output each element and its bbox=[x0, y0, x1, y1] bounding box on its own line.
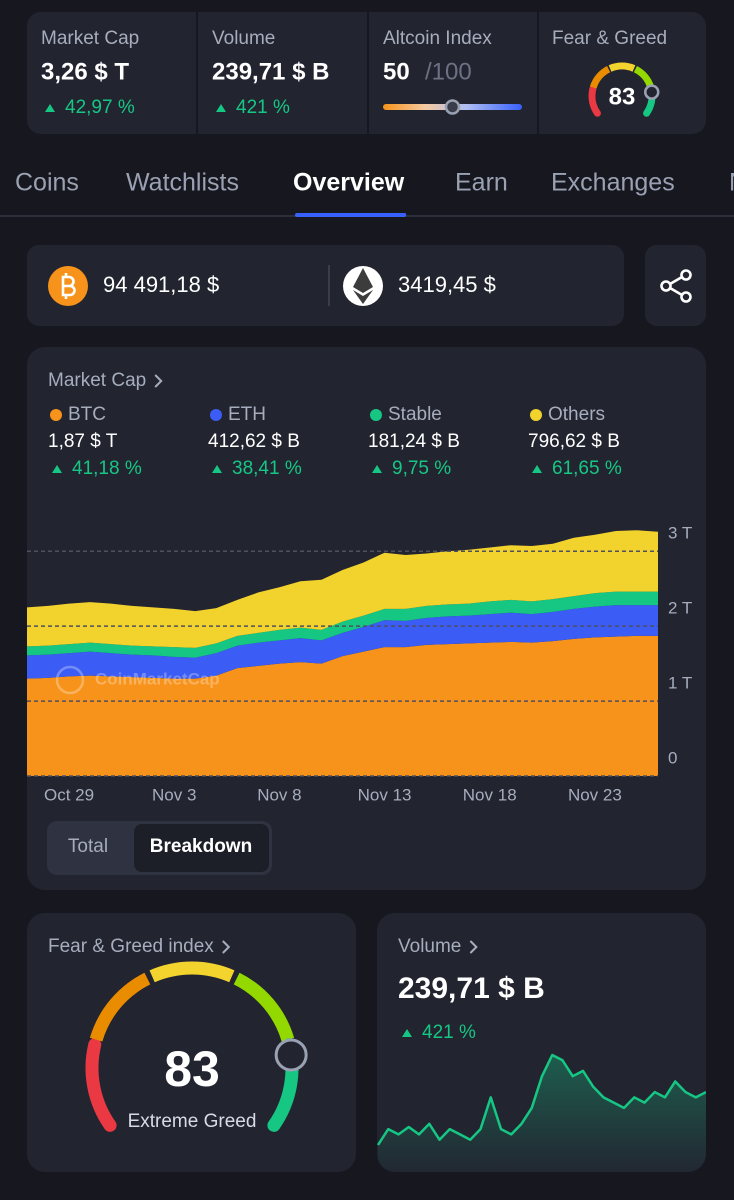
legend-change: 41,18 % bbox=[72, 458, 142, 479]
toggle-active bbox=[134, 824, 269, 872]
card-title[interactable]: Fear & Greed index bbox=[48, 936, 214, 957]
gauge-segment bbox=[588, 85, 601, 117]
sparkline-fill bbox=[378, 1055, 706, 1172]
fear-greed-card bbox=[27, 913, 356, 1172]
tab[interactable]: Overview bbox=[293, 169, 405, 197]
btc-price: 94 491,18 $ bbox=[103, 272, 219, 297]
gauge-label: Extreme Greed bbox=[128, 1111, 257, 1132]
legend-name: ETH bbox=[228, 404, 266, 425]
gauge-segment bbox=[233, 972, 295, 1042]
up-arrow bbox=[45, 104, 55, 112]
legend-value: 1,87 $ T bbox=[48, 431, 118, 452]
legend-swatch bbox=[370, 409, 382, 421]
watermark: CoinMarketCap bbox=[95, 669, 220, 688]
legend-change: 61,65 % bbox=[552, 458, 622, 479]
stat-max: /100 bbox=[425, 58, 472, 85]
toggle-option[interactable]: Breakdown bbox=[150, 836, 252, 857]
area bbox=[27, 530, 658, 648]
chevron bbox=[154, 374, 163, 388]
up-arrow bbox=[212, 465, 222, 473]
y-tick-label: 0 bbox=[668, 748, 677, 767]
toggle-option[interactable]: Total bbox=[68, 836, 108, 857]
stat-label: Altcoin Index bbox=[383, 28, 492, 49]
tab[interactable]: N bbox=[729, 169, 734, 197]
legend-swatch bbox=[530, 409, 542, 421]
x-tick-label: Nov 23 bbox=[568, 785, 622, 804]
legend-value: 412,62 $ B bbox=[208, 431, 300, 452]
gauge-segment bbox=[589, 66, 611, 89]
stat-value: 83 bbox=[609, 83, 636, 110]
x-tick-label: Nov 13 bbox=[358, 785, 412, 804]
y-tick-label: 2 T bbox=[668, 599, 692, 618]
area bbox=[27, 591, 658, 658]
x-tick-label: Nov 3 bbox=[152, 785, 196, 804]
legend-value: 796,62 $ B bbox=[528, 431, 620, 452]
sparkline-group bbox=[377, 1053, 706, 1172]
legend-swatch bbox=[210, 409, 222, 421]
share-button[interactable] bbox=[645, 245, 706, 326]
gauge-knob bbox=[274, 1038, 308, 1072]
volume-change: 421 % bbox=[422, 1022, 476, 1043]
stat-change: 42,97 % bbox=[65, 97, 135, 118]
altcoin-knob bbox=[444, 99, 461, 115]
area bbox=[27, 635, 658, 776]
stat-value: 3,26 $ T bbox=[41, 58, 129, 85]
tab[interactable]: Earn bbox=[455, 169, 508, 197]
card-title[interactable]: Volume bbox=[398, 936, 461, 957]
up-arrow bbox=[216, 104, 226, 112]
up-arrow bbox=[372, 465, 382, 473]
share-icon bbox=[660, 269, 692, 303]
legend-name: BTC bbox=[68, 404, 106, 425]
gauge-segment bbox=[89, 972, 151, 1042]
legend-swatch bbox=[50, 409, 62, 421]
gauge-segment bbox=[149, 961, 235, 983]
stat-label: Fear & Greed bbox=[552, 28, 667, 49]
watermark-logo bbox=[55, 665, 85, 695]
chevron bbox=[469, 940, 478, 954]
gauge-segment bbox=[85, 1038, 117, 1132]
legend-name: Stable bbox=[388, 404, 442, 425]
tab[interactable]: Exchanges bbox=[551, 169, 675, 197]
y-tick-label: 1 T bbox=[668, 674, 692, 693]
legend-change: 9,75 % bbox=[392, 458, 451, 479]
stat-value: 50 bbox=[383, 58, 410, 85]
up-arrow bbox=[402, 1029, 412, 1037]
up-arrow bbox=[52, 465, 62, 473]
gauge-knob bbox=[643, 84, 660, 100]
stat-label: Volume bbox=[212, 28, 275, 49]
sparkline bbox=[377, 1053, 706, 1146]
x-tick-label: Oct 29 bbox=[44, 785, 94, 804]
gauge-value: 83 bbox=[164, 1041, 220, 1097]
legend-name: Others bbox=[548, 404, 605, 425]
gauge-segment bbox=[608, 62, 636, 72]
tab-underline bbox=[295, 213, 407, 217]
price-card bbox=[27, 245, 624, 326]
x-tick-label: Nov 8 bbox=[257, 785, 301, 804]
x-tick-label: Nov 18 bbox=[463, 785, 517, 804]
stat-label: Market Cap bbox=[41, 28, 139, 49]
stat-value: 239,71 $ B bbox=[212, 58, 329, 85]
stat-change: 421 % bbox=[236, 97, 290, 118]
y-tick-label: 3 T bbox=[668, 524, 692, 543]
volume-value: 239,71 $ B bbox=[398, 972, 545, 1005]
legend-value: 181,24 $ B bbox=[368, 431, 460, 452]
chevron bbox=[222, 940, 231, 954]
eth-price: 3419,45 $ bbox=[398, 272, 496, 297]
legend-change: 38,41 % bbox=[232, 458, 302, 479]
card-title[interactable]: Market Cap bbox=[48, 370, 146, 391]
tab[interactable]: Coins bbox=[15, 169, 79, 197]
area-group bbox=[27, 530, 658, 776]
btc-glyph bbox=[61, 273, 76, 299]
eth-glyph bbox=[353, 268, 373, 304]
up-arrow bbox=[532, 465, 542, 473]
area bbox=[27, 605, 658, 679]
tab[interactable]: Watchlists bbox=[126, 169, 239, 197]
